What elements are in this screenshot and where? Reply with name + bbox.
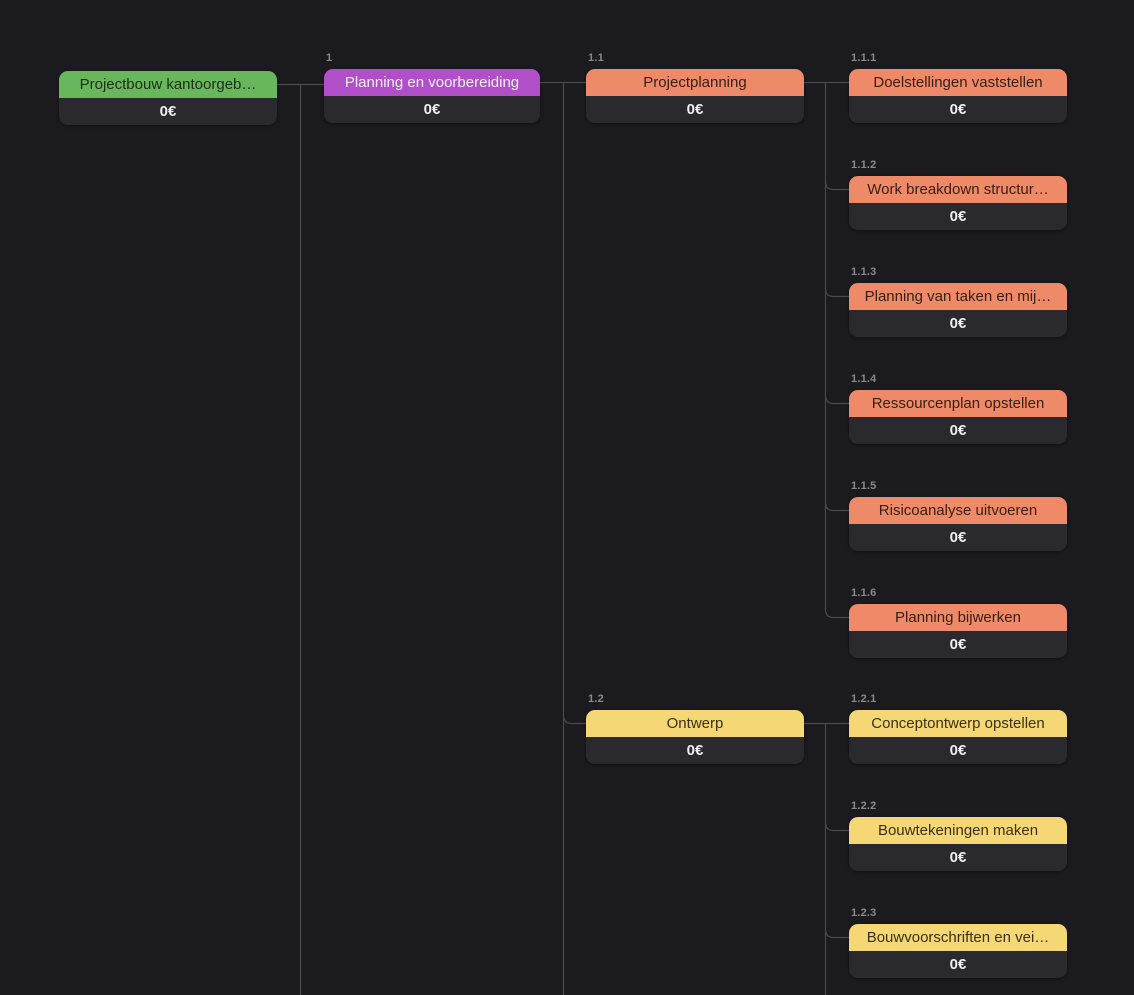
wbs-node-title: Planning van taken en mij… <box>849 283 1067 310</box>
wbs-node-cost: 0€ <box>849 631 1067 658</box>
wbs-node-cost: 0€ <box>849 524 1067 551</box>
wbs-node-cost: 0€ <box>849 203 1067 230</box>
wbs-number-label: 1.1.3 <box>851 266 877 278</box>
wbs-node-title: Work breakdown structur… <box>849 176 1067 203</box>
wbs-node-1[interactable]: 1 Planning en voorbereiding 0€ <box>324 52 540 123</box>
wbs-number-label: 1.1.4 <box>851 373 877 385</box>
wbs-node-1-1[interactable]: 1.1 Projectplanning 0€ <box>586 52 804 123</box>
wbs-card: Planning van taken en mij… 0€ <box>849 283 1067 337</box>
wbs-node-title: Ressourcenplan opstellen <box>849 390 1067 417</box>
wbs-node-root[interactable]: Projectbouw kantoorgeb… 0€ <box>59 71 277 125</box>
wbs-node-1-1-2[interactable]: 1.1.2 Work breakdown structur… 0€ <box>849 159 1067 230</box>
wbs-card: Bouwtekeningen maken 0€ <box>849 817 1067 871</box>
wbs-number-label: 1.1.5 <box>851 480 877 492</box>
wbs-node-title: Ontwerp <box>586 710 804 737</box>
wbs-node-title: Risicoanalyse uitvoeren <box>849 497 1067 524</box>
wbs-node-1-2-2[interactable]: 1.2.2 Bouwtekeningen maken 0€ <box>849 800 1067 871</box>
wbs-card: Projectbouw kantoorgeb… 0€ <box>59 71 277 125</box>
wbs-node-cost: 0€ <box>849 417 1067 444</box>
wbs-card: Planning en voorbereiding 0€ <box>324 69 540 123</box>
wbs-card: Bouwvoorschriften en vei… 0€ <box>849 924 1067 978</box>
wbs-number-label: 1.1.6 <box>851 587 877 599</box>
wbs-node-title: Bouwvoorschriften en vei… <box>849 924 1067 951</box>
wbs-node-1-2[interactable]: 1.2 Ontwerp 0€ <box>586 693 804 764</box>
wbs-node-cost: 0€ <box>849 951 1067 978</box>
wbs-card: Doelstellingen vaststellen 0€ <box>849 69 1067 123</box>
wbs-node-1-2-1[interactable]: 1.2.1 Conceptontwerp opstellen 0€ <box>849 693 1067 764</box>
wbs-node-title: Projectplanning <box>586 69 804 96</box>
wbs-node-cost: 0€ <box>324 96 540 123</box>
wbs-node-title: Projectbouw kantoorgeb… <box>59 71 277 98</box>
wbs-node-cost: 0€ <box>586 96 804 123</box>
wbs-card: Ressourcenplan opstellen 0€ <box>849 390 1067 444</box>
wbs-node-1-1-4[interactable]: 1.1.4 Ressourcenplan opstellen 0€ <box>849 373 1067 444</box>
wbs-node-cost: 0€ <box>849 310 1067 337</box>
wbs-node-1-1-3[interactable]: 1.1.3 Planning van taken en mij… 0€ <box>849 266 1067 337</box>
wbs-number-label: 1.2 <box>588 693 604 705</box>
wbs-node-cost: 0€ <box>59 98 277 125</box>
wbs-number-label: 1.1.2 <box>851 159 877 171</box>
wbs-card: Work breakdown structur… 0€ <box>849 176 1067 230</box>
wbs-node-cost: 0€ <box>849 96 1067 123</box>
wbs-node-title: Planning en voorbereiding <box>324 69 540 96</box>
wbs-node-cost: 0€ <box>849 737 1067 764</box>
wbs-card: Planning bijwerken 0€ <box>849 604 1067 658</box>
wbs-card: Risicoanalyse uitvoeren 0€ <box>849 497 1067 551</box>
wbs-node-title: Doelstellingen vaststellen <box>849 69 1067 96</box>
wbs-number-label: 1.2.1 <box>851 693 877 705</box>
wbs-card: Ontwerp 0€ <box>586 710 804 764</box>
wbs-number-label: 1.1.1 <box>851 52 877 64</box>
wbs-number-label: 1.2.3 <box>851 907 877 919</box>
wbs-node-title: Planning bijwerken <box>849 604 1067 631</box>
connector-paths <box>277 81 849 995</box>
wbs-number-label: 1.1 <box>588 52 604 64</box>
wbs-node-1-1-1[interactable]: 1.1.1 Doelstellingen vaststellen 0€ <box>849 52 1067 123</box>
wbs-card: Conceptontwerp opstellen 0€ <box>849 710 1067 764</box>
wbs-card: Projectplanning 0€ <box>586 69 804 123</box>
wbs-node-1-2-3[interactable]: 1.2.3 Bouwvoorschriften en vei… 0€ <box>849 907 1067 978</box>
wbs-node-1-1-5[interactable]: 1.1.5 Risicoanalyse uitvoeren 0€ <box>849 480 1067 551</box>
wbs-node-cost: 0€ <box>586 737 804 764</box>
wbs-number-label: 1.2.2 <box>851 800 877 812</box>
wbs-number-label: 1 <box>326 52 333 64</box>
wbs-node-title: Bouwtekeningen maken <box>849 817 1067 844</box>
wbs-node-title: Conceptontwerp opstellen <box>849 710 1067 737</box>
wbs-node-cost: 0€ <box>849 844 1067 871</box>
wbs-node-1-1-6[interactable]: 1.1.6 Planning bijwerken 0€ <box>849 587 1067 658</box>
